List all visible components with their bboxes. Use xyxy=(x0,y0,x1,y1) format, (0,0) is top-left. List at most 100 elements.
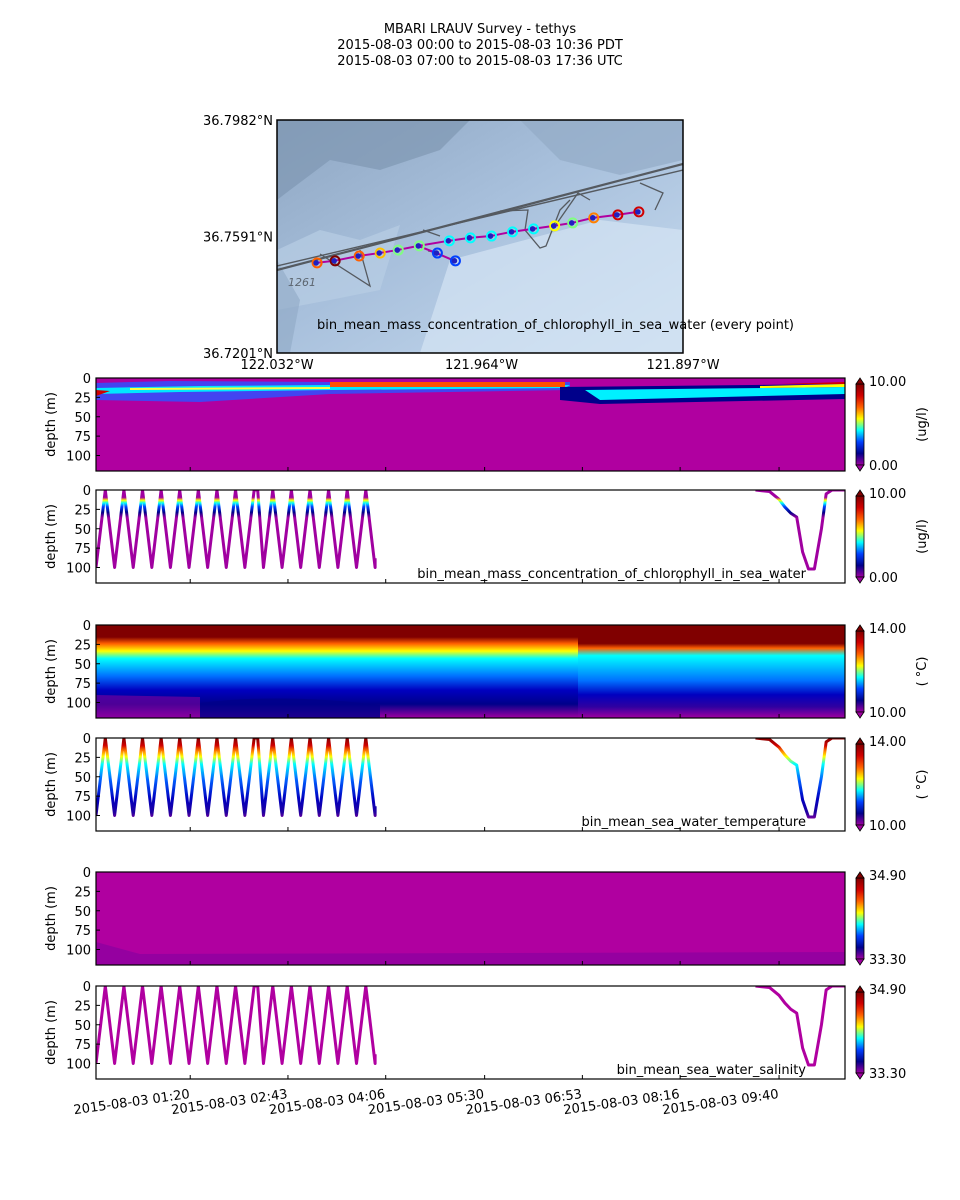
colorbar-max-label: 14.00 xyxy=(869,622,906,637)
profile-line-tail xyxy=(755,986,845,1067)
y-axis-label: depth (m) xyxy=(44,639,59,704)
colorbar-extend-min xyxy=(855,711,865,719)
bathymetry-shading xyxy=(277,120,683,353)
y-tick-label: 75 xyxy=(74,790,91,805)
y-tick-label: 0 xyxy=(83,484,91,499)
vehicle-track xyxy=(311,206,645,269)
contour-field xyxy=(96,872,845,965)
panel-profile-chlorophyll: bin_mean_mass_concentration_of_chlorophy… xyxy=(44,484,930,586)
colorbar-gradient xyxy=(855,877,865,960)
panel-contour-temperature: 0 25 50 75 100 depth (m) 14.00 10.00 ( °C) xyxy=(44,619,930,721)
map-frame xyxy=(276,119,684,354)
colorbar: 34.90 33.30 xyxy=(855,983,906,1082)
track-point-ring xyxy=(374,247,386,259)
panel-label: bin_mean_mass_concentration_of_chlorophy… xyxy=(417,567,806,582)
track-point-ring xyxy=(431,247,443,259)
track-point-ring xyxy=(353,250,365,262)
colorbar: 10.00 0.00 (ug/l) xyxy=(855,487,930,586)
y-axis-label: depth (m) xyxy=(44,1000,59,1065)
lon-tick-label: 121.964°W xyxy=(445,358,518,373)
track-point xyxy=(331,258,337,264)
title-line-1: MBARI LRAUV Survey - tethys xyxy=(383,22,577,37)
colorbar-gradient xyxy=(855,991,865,1074)
title-line-2: 2015-08-03 00:00 to 2015-08-03 10:36 PDT xyxy=(337,38,623,53)
colorbar-extend-min xyxy=(855,464,865,472)
y-tick-label: 100 xyxy=(66,450,91,465)
y-tick-label: 75 xyxy=(74,542,91,557)
panel-label: bin_mean_sea_water_temperature xyxy=(582,815,806,830)
track-point-ring xyxy=(392,244,404,256)
y-tick-label: 75 xyxy=(74,430,91,445)
y-tick-label: 50 xyxy=(74,1019,91,1034)
track-point xyxy=(466,235,473,241)
y-tick-label: 25 xyxy=(74,503,91,518)
y-tick-label: 100 xyxy=(66,810,91,825)
colorbar-gradient xyxy=(855,630,865,713)
track-point-ring xyxy=(507,226,519,238)
track-point-ring xyxy=(464,232,476,244)
track-point-ring xyxy=(567,217,579,229)
track-point xyxy=(589,215,596,221)
colorbar-min-label: 10.00 xyxy=(869,706,906,721)
colorbar-min-label: 0.00 xyxy=(869,459,898,474)
panel-label: bin_mean_sea_water_salinity xyxy=(617,1063,807,1078)
track-point xyxy=(394,247,401,253)
colorbar-extend-max xyxy=(855,737,865,745)
colorbar: 14.00 10.00 ( °C) xyxy=(855,622,930,721)
track-point xyxy=(376,250,383,256)
colorbar-min-label: 10.00 xyxy=(869,819,906,834)
y-axis-label: depth (m) xyxy=(44,504,59,569)
track-point-ring xyxy=(528,223,540,235)
colorbar-units: (ug/l) xyxy=(915,407,930,442)
track-line xyxy=(315,210,639,264)
panel-profile-salinity: bin_mean_sea_water_salinity 0 25 50 75 100 dep… xyxy=(44,980,906,1082)
colorbar-units: ( °C) xyxy=(915,770,930,800)
colorbar-min-label: 0.00 xyxy=(869,571,898,586)
panel-frame xyxy=(95,871,846,966)
y-tick-label: 75 xyxy=(74,924,91,939)
track-point xyxy=(635,209,641,215)
contour-label: 1261 xyxy=(288,276,316,289)
colorbar-extend-min xyxy=(855,1072,865,1080)
panel-frame xyxy=(95,985,846,1080)
track-point-ring xyxy=(612,209,624,221)
colorbar-extend-max xyxy=(855,489,865,497)
panel-frame xyxy=(95,737,846,832)
track-point xyxy=(433,250,440,256)
track-point-ring xyxy=(549,220,561,232)
y-tick-label: 0 xyxy=(83,372,91,387)
track-point-ring xyxy=(329,255,341,267)
colorbar-units: ( °C) xyxy=(915,657,930,687)
colorbar-extend-min xyxy=(855,576,865,584)
track-point xyxy=(415,243,422,249)
y-tick-label: 100 xyxy=(66,944,91,959)
colorbar-max-label: 10.00 xyxy=(869,487,906,502)
track-point xyxy=(508,229,515,235)
track-point-ring xyxy=(311,257,323,269)
y-tick-label: 25 xyxy=(74,999,91,1014)
profile-line xyxy=(96,738,377,817)
y-tick-label: 50 xyxy=(74,905,91,920)
colorbar-gradient xyxy=(855,495,865,578)
colorbar-min-label: 33.30 xyxy=(869,1067,906,1082)
colorbar-units: (ug/l) xyxy=(915,519,930,554)
y-tick-label: 100 xyxy=(66,697,91,712)
lat-tick-label: 36.7201°N xyxy=(203,347,273,362)
colorbar-extend-min xyxy=(855,958,865,966)
track-point-ring xyxy=(413,240,425,252)
title-line-3: 2015-08-03 07:00 to 2015-08-03 17:36 UTC xyxy=(337,54,623,69)
y-tick-label: 50 xyxy=(74,771,91,786)
profile-line-tail xyxy=(755,490,845,571)
track-point xyxy=(614,212,620,218)
panel-frame xyxy=(95,489,846,584)
lon-tick-label: 121.897°W xyxy=(646,358,719,373)
profile-line-tail xyxy=(755,738,845,819)
y-tick-label: 25 xyxy=(74,885,91,900)
figure-title: MBARI LRAUV Survey - tethys 2015-08-03 0… xyxy=(0,22,960,70)
colorbar-extend-max xyxy=(855,871,865,879)
y-tick-label: 75 xyxy=(74,1038,91,1053)
lon-tick-label: 122.032°W xyxy=(240,358,313,373)
panel-profile-temperature: bin_mean_sea_water_temperature 0 25 50 75 100… xyxy=(44,732,930,834)
